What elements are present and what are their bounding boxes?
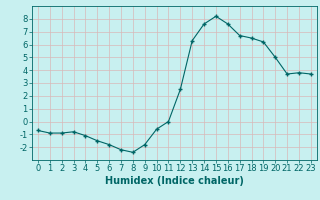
X-axis label: Humidex (Indice chaleur): Humidex (Indice chaleur) — [105, 176, 244, 186]
